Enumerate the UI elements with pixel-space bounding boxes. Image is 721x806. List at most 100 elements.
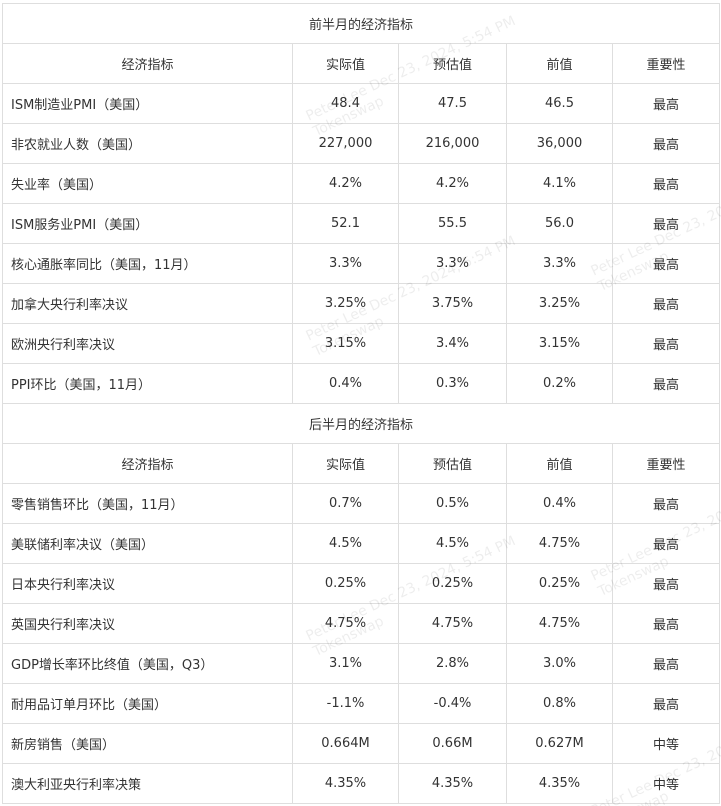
forecast-value: 47.5 bbox=[398, 83, 507, 124]
indicator-name: 英国央行利率决议 bbox=[2, 603, 293, 644]
previous-value: 4.75% bbox=[506, 603, 613, 644]
actual-value: 48.4 bbox=[292, 83, 399, 124]
section-title: 前半月的经济指标 bbox=[2, 3, 720, 44]
column-header: 前值 bbox=[506, 43, 613, 84]
table-row: ISM服务业PMI（美国） 52.1 55.5 56.0 最高 bbox=[2, 203, 720, 244]
indicator-name: 日本央行利率决议 bbox=[2, 563, 293, 604]
table-row: 零售销售环比（美国，11月） 0.7% 0.5% 0.4% 最高 bbox=[2, 483, 720, 524]
previous-value: 36,000 bbox=[506, 123, 613, 164]
previous-value: 4.75% bbox=[506, 523, 613, 564]
actual-value: 4.5% bbox=[292, 523, 399, 564]
table-row: 非农就业人数（美国） 227,000 216,000 36,000 最高 bbox=[2, 123, 720, 164]
table-row: 核心通胀率同比（美国，11月） 3.3% 3.3% 3.3% 最高 bbox=[2, 243, 720, 284]
forecast-value: 3.3% bbox=[398, 243, 507, 284]
actual-value: 3.1% bbox=[292, 643, 399, 684]
actual-value: 0.7% bbox=[292, 483, 399, 524]
actual-value: 4.35% bbox=[292, 763, 399, 804]
indicator-name: GDP增长率环比终值（美国，Q3） bbox=[2, 643, 293, 684]
column-header: 实际值 bbox=[292, 443, 399, 484]
importance: 最高 bbox=[612, 483, 720, 524]
actual-value: 4.75% bbox=[292, 603, 399, 644]
column-header: 经济指标 bbox=[2, 43, 293, 84]
previous-value: 3.25% bbox=[506, 283, 613, 324]
importance: 最高 bbox=[612, 523, 720, 564]
forecast-value: 0.3% bbox=[398, 363, 507, 404]
column-header: 预估值 bbox=[398, 43, 507, 84]
actual-value: 0.4% bbox=[292, 363, 399, 404]
forecast-value: 4.5% bbox=[398, 523, 507, 564]
actual-value: 52.1 bbox=[292, 203, 399, 244]
header-row: 经济指标 实际值 预估值 前值 重要性 bbox=[2, 43, 720, 84]
forecast-value: 55.5 bbox=[398, 203, 507, 244]
forecast-value: 2.8% bbox=[398, 643, 507, 684]
previous-value: 0.627M bbox=[506, 723, 613, 764]
indicator-name: 加拿大央行利率决议 bbox=[2, 283, 293, 324]
indicator-name: 失业率（美国） bbox=[2, 163, 293, 204]
forecast-value: 216,000 bbox=[398, 123, 507, 164]
importance: 中等 bbox=[612, 763, 720, 804]
actual-value: 3.25% bbox=[292, 283, 399, 324]
indicator-name: ISM制造业PMI（美国） bbox=[2, 83, 293, 124]
importance: 最高 bbox=[612, 203, 720, 244]
indicator-name: 零售销售环比（美国，11月） bbox=[2, 483, 293, 524]
table-row: 美联储利率决议（美国） 4.5% 4.5% 4.75% 最高 bbox=[2, 523, 720, 564]
previous-value: 4.35% bbox=[506, 763, 613, 804]
indicator-name: PPI环比（美国，11月） bbox=[2, 363, 293, 404]
actual-value: 0.664M bbox=[292, 723, 399, 764]
table-row: 失业率（美国） 4.2% 4.2% 4.1% 最高 bbox=[2, 163, 720, 204]
forecast-value: 0.5% bbox=[398, 483, 507, 524]
table-row: GDP增长率环比终值（美国，Q3） 3.1% 2.8% 3.0% 最高 bbox=[2, 643, 720, 684]
actual-value: 4.2% bbox=[292, 163, 399, 204]
importance: 最高 bbox=[612, 163, 720, 204]
column-header: 重要性 bbox=[612, 43, 720, 84]
importance: 最高 bbox=[612, 603, 720, 644]
indicator-name: 欧洲央行利率决议 bbox=[2, 323, 293, 364]
table-row: 英国央行利率决议 4.75% 4.75% 4.75% 最高 bbox=[2, 603, 720, 644]
forecast-value: 0.25% bbox=[398, 563, 507, 604]
table-row: 澳大利亚央行利率决策 4.35% 4.35% 4.35% 中等 bbox=[2, 763, 720, 804]
column-header: 重要性 bbox=[612, 443, 720, 484]
indicator-name: 新房销售（美国） bbox=[2, 723, 293, 764]
column-header: 前值 bbox=[506, 443, 613, 484]
forecast-value: 4.75% bbox=[398, 603, 507, 644]
table-row: 加拿大央行利率决议 3.25% 3.75% 3.25% 最高 bbox=[2, 283, 720, 324]
table-row: 欧洲央行利率决议 3.15% 3.4% 3.15% 最高 bbox=[2, 323, 720, 364]
forecast-value: -0.4% bbox=[398, 683, 507, 724]
previous-value: 4.1% bbox=[506, 163, 613, 204]
actual-value: 3.3% bbox=[292, 243, 399, 284]
forecast-value: 3.75% bbox=[398, 283, 507, 324]
actual-value: 0.25% bbox=[292, 563, 399, 604]
table-row: ISM制造业PMI（美国） 48.4 47.5 46.5 最高 bbox=[2, 83, 720, 124]
header-row: 经济指标 实际值 预估值 前值 重要性 bbox=[2, 443, 720, 484]
column-header: 预估值 bbox=[398, 443, 507, 484]
previous-value: 3.3% bbox=[506, 243, 613, 284]
previous-value: 56.0 bbox=[506, 203, 613, 244]
indicator-name: 澳大利亚央行利率决策 bbox=[2, 763, 293, 804]
section-title: 后半月的经济指标 bbox=[2, 403, 720, 444]
table-row: 日本央行利率决议 0.25% 0.25% 0.25% 最高 bbox=[2, 563, 720, 604]
importance: 中等 bbox=[612, 723, 720, 764]
column-header: 经济指标 bbox=[2, 443, 293, 484]
indicator-name: 耐用品订单月环比（美国） bbox=[2, 683, 293, 724]
indicator-name: 非农就业人数（美国） bbox=[2, 123, 293, 164]
section-title-row: 后半月的经济指标 bbox=[2, 403, 720, 444]
previous-value: 0.4% bbox=[506, 483, 613, 524]
importance: 最高 bbox=[612, 243, 720, 284]
forecast-value: 0.66M bbox=[398, 723, 507, 764]
column-header: 实际值 bbox=[292, 43, 399, 84]
previous-value: 3.0% bbox=[506, 643, 613, 684]
importance: 最高 bbox=[612, 683, 720, 724]
economic-indicators-table: 前半月的经济指标 经济指标 实际值 预估值 前值 重要性 ISM制造业PMI（美国） 48.4… bbox=[2, 3, 720, 804]
importance: 最高 bbox=[612, 563, 720, 604]
importance: 最高 bbox=[612, 643, 720, 684]
table-row: 耐用品订单月环比（美国） -1.1% -0.4% 0.8% 最高 bbox=[2, 683, 720, 724]
importance: 最高 bbox=[612, 123, 720, 164]
importance: 最高 bbox=[612, 323, 720, 364]
indicator-name: ISM服务业PMI（美国） bbox=[2, 203, 293, 244]
previous-value: 46.5 bbox=[506, 83, 613, 124]
previous-value: 0.8% bbox=[506, 683, 613, 724]
actual-value: 3.15% bbox=[292, 323, 399, 364]
importance: 最高 bbox=[612, 283, 720, 324]
actual-value: -1.1% bbox=[292, 683, 399, 724]
